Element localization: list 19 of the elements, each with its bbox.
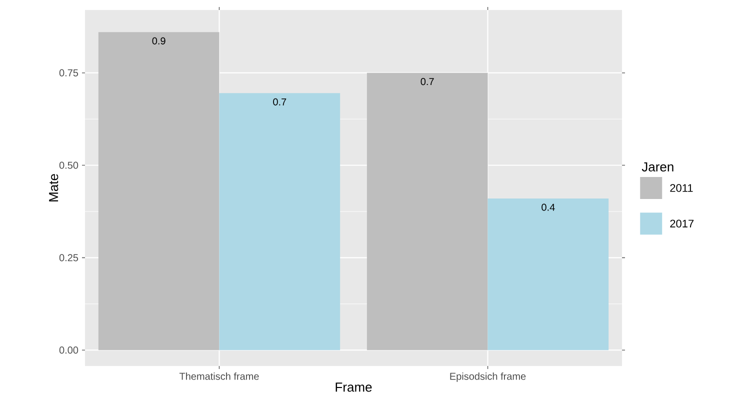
bar (366, 72, 488, 350)
y-tick-label: 0.50 (59, 162, 78, 169)
legend-label: 2017 (670, 220, 694, 228)
data-label: 0.4 (542, 204, 555, 211)
bar (219, 93, 340, 350)
data-label: 0.7 (273, 98, 286, 106)
y-axis-title: Mate (49, 174, 58, 202)
x-tick-label: Episodsich frame (450, 372, 526, 382)
legend-title: Jaren (642, 162, 674, 172)
x-tick-label: Thematisch frame (179, 372, 259, 380)
y-tick-label: 0.25 (59, 254, 78, 262)
legend-label: 2011 (670, 184, 693, 192)
data-label: 0.7 (420, 78, 434, 86)
y-tick-label: 0.75 (59, 69, 78, 76)
data-label: 0.9 (152, 37, 166, 44)
bar (98, 32, 220, 350)
x-axis-title: Frame (336, 382, 372, 392)
y-tick-label: 0.00 (59, 346, 78, 354)
bar (488, 198, 609, 350)
